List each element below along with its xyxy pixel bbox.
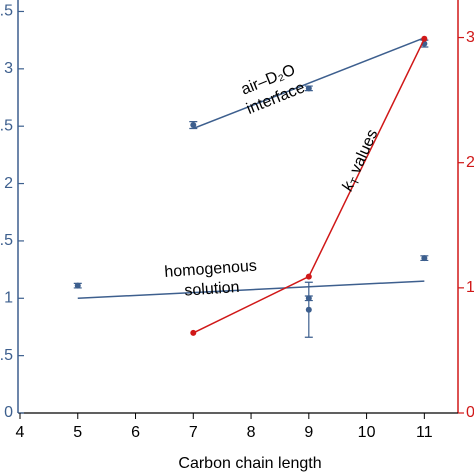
x-tick-label: 8 <box>247 424 256 441</box>
y-tick-label: 1 <box>4 289 13 306</box>
kt-rest: values <box>345 127 381 180</box>
x-tick-label: 7 <box>189 424 198 441</box>
y-tick-label: 1.5 <box>0 232 13 249</box>
kt-sub: T <box>349 176 363 187</box>
point <box>305 306 312 313</box>
x-tick-label: 10 <box>358 424 376 441</box>
x-tick-label: 9 <box>304 424 313 441</box>
y2-tick-label: 2 <box>466 154 474 171</box>
x-axis-label: Carbon chain length <box>178 455 321 472</box>
y-tick-label: 3.5 <box>0 3 13 20</box>
x-tick-label: 4 <box>16 424 25 441</box>
x-tick-label: 5 <box>73 424 82 441</box>
point <box>421 35 428 42</box>
point <box>305 85 312 92</box>
point <box>190 329 197 336</box>
y-tick-label: 0 <box>4 404 13 421</box>
kt-annotation: kT values <box>339 127 383 194</box>
y2-tick-label: 1 <box>466 279 474 296</box>
point <box>74 282 81 289</box>
x-tick-label: 11 <box>416 424 433 441</box>
annotation: solution <box>184 279 240 300</box>
y2-tick-label: 0 <box>466 404 474 421</box>
fit-line <box>77 280 425 300</box>
point <box>421 255 428 262</box>
x-tick-label: 6 <box>131 424 140 441</box>
fit-line <box>193 37 425 130</box>
y-tick-label: 2 <box>4 175 13 192</box>
point <box>190 122 197 129</box>
y-tick-label: 0.5 <box>0 347 13 364</box>
y2-tick-label: 3 <box>466 29 474 46</box>
point <box>305 273 312 280</box>
annotation: homogenous <box>164 258 257 281</box>
y-tick-label: 2.5 <box>0 117 13 134</box>
y-tick-label: 3 <box>4 60 13 77</box>
